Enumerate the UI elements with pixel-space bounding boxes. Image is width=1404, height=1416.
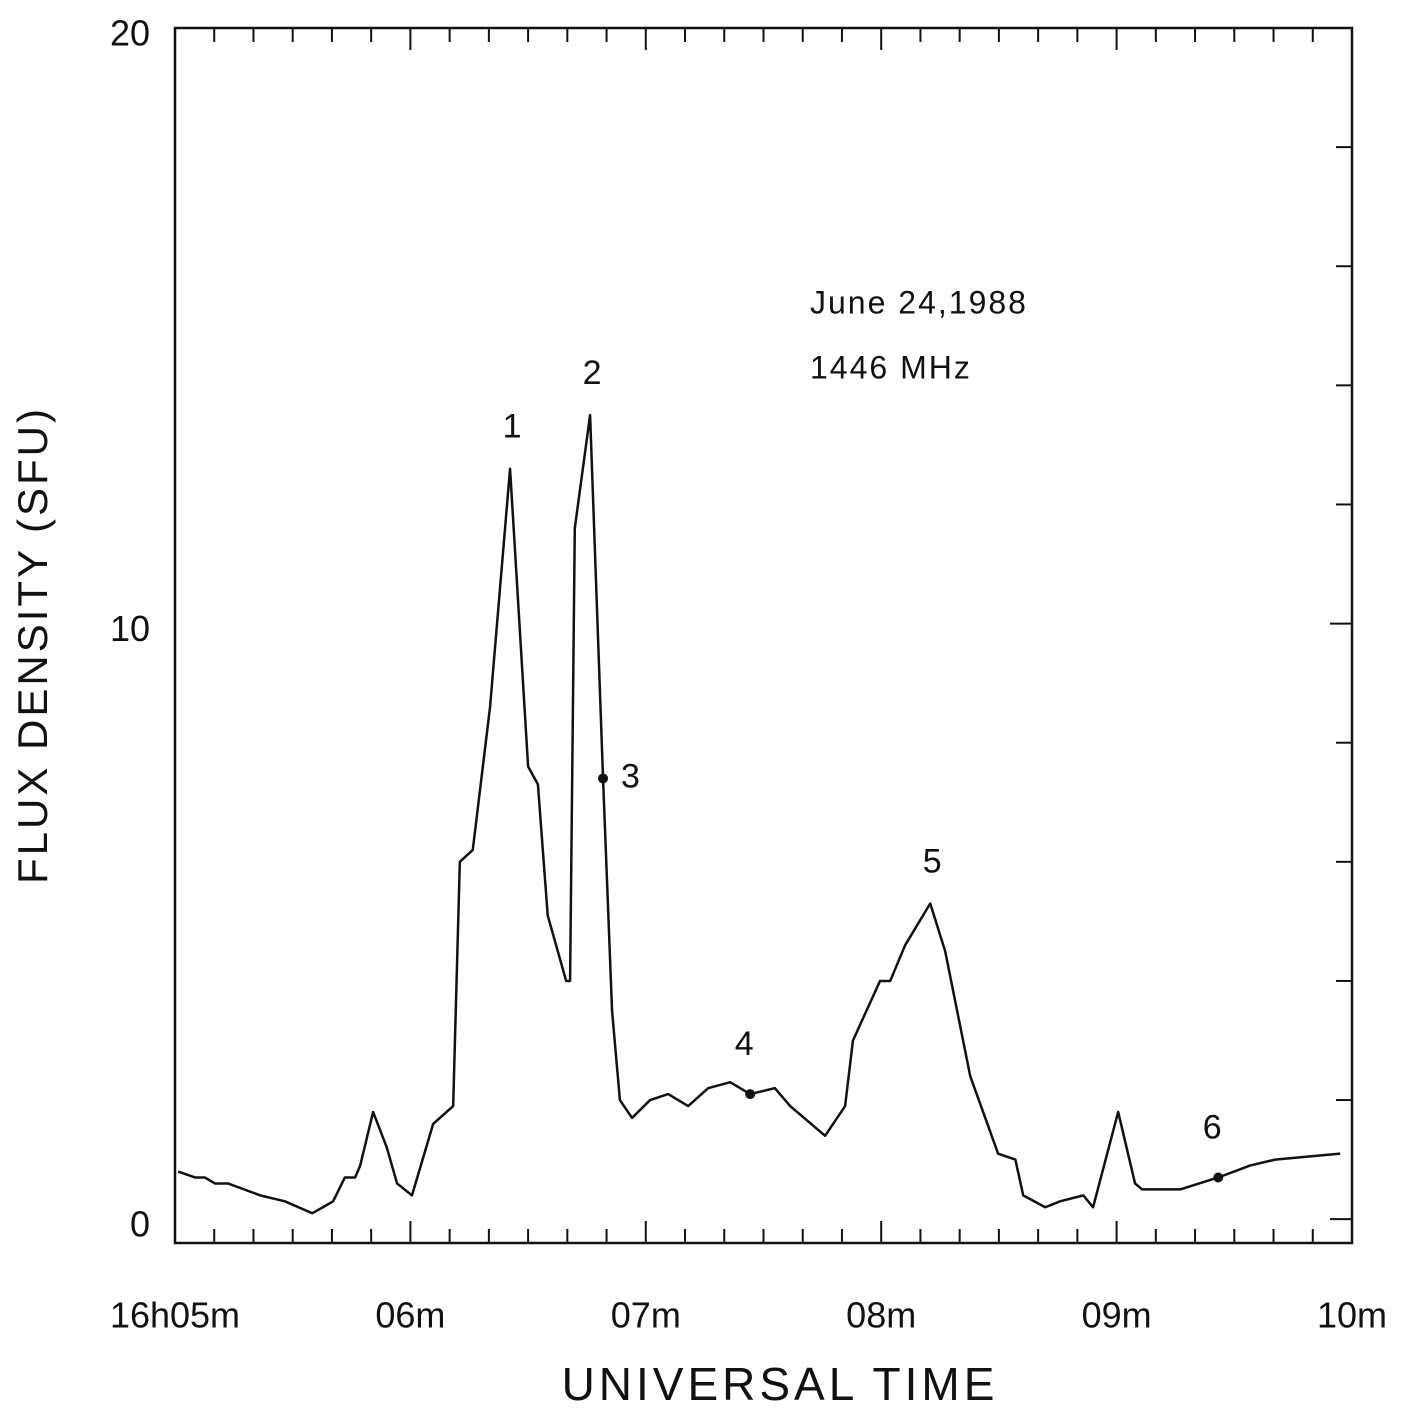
x-tick-label: 07m	[611, 1295, 681, 1336]
annotation-label: 1	[503, 408, 522, 446]
x-tick-label: 09m	[1082, 1295, 1152, 1336]
annotation-label: 4	[735, 1025, 754, 1063]
chart-subtitle: 1446 MHz	[810, 349, 972, 385]
y-tick-label: 10	[110, 608, 150, 649]
annotation-point	[745, 1089, 756, 1100]
annotation-label: 6	[1203, 1108, 1222, 1146]
chart-title: June 24,1988	[810, 284, 1028, 320]
annotation-point	[598, 773, 609, 784]
y-tick-label: 20	[110, 13, 150, 54]
y-axis-label: FLUX DENSITY (SFU)	[9, 406, 56, 884]
annotation-label: 2	[583, 354, 602, 392]
annotation-label: 3	[621, 757, 640, 795]
x-axis-label: UNIVERSAL TIME	[562, 1358, 999, 1410]
data-line	[177, 413, 1341, 1215]
annotation-label: 5	[923, 842, 942, 880]
annotation-point	[1213, 1172, 1224, 1183]
x-tick-label: 06m	[375, 1295, 445, 1336]
y-tick-label: 0	[130, 1204, 150, 1245]
x-tick-label: 08m	[846, 1295, 916, 1336]
plot-frame	[173, 26, 1354, 1245]
x-tick-label: 16h05m	[110, 1295, 240, 1336]
x-tick-label: 10m	[1317, 1295, 1387, 1336]
